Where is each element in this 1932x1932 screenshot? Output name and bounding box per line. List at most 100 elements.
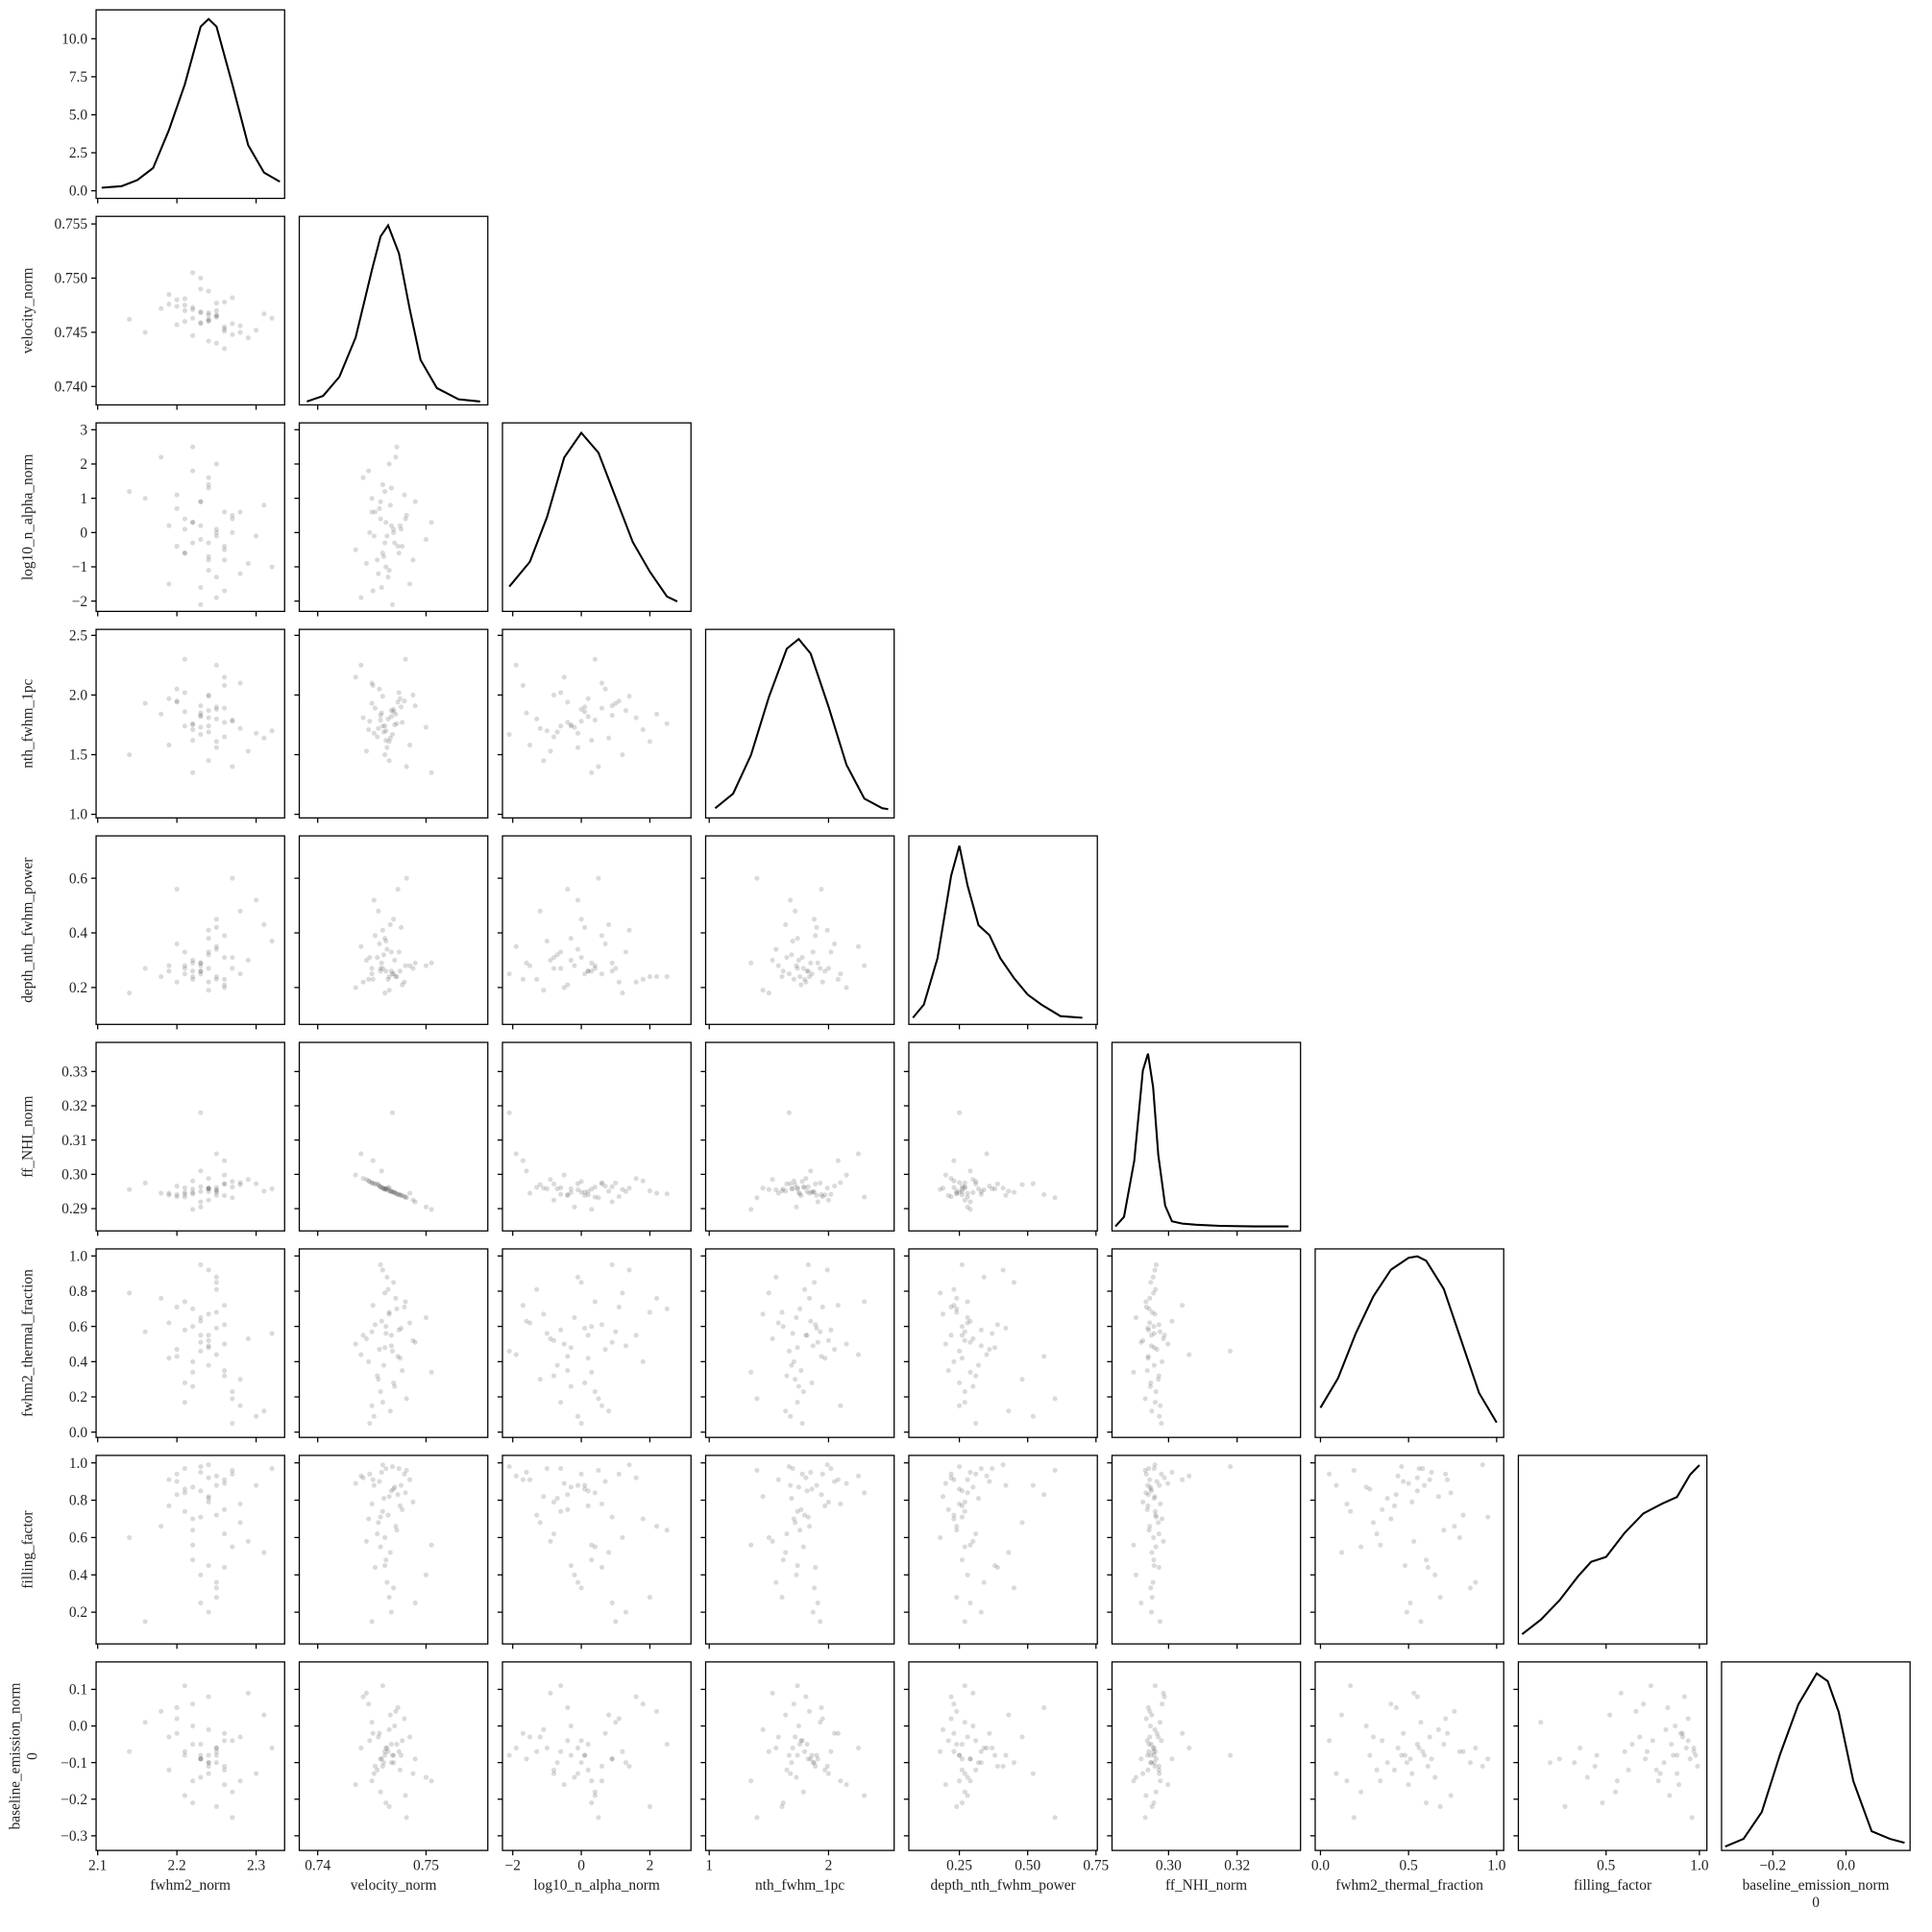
sample-point bbox=[565, 1492, 571, 1498]
sample-point bbox=[1156, 1373, 1162, 1379]
sample-point bbox=[558, 966, 564, 971]
diagonal-panel bbox=[1314, 1248, 1504, 1443]
sample-point bbox=[862, 1490, 868, 1496]
sample-point bbox=[198, 1110, 204, 1115]
sample-point bbox=[1363, 1723, 1369, 1729]
sample-point bbox=[190, 973, 196, 980]
sample-point bbox=[389, 1348, 396, 1354]
scatter-panel bbox=[497, 1041, 692, 1236]
sample-point bbox=[798, 1192, 804, 1199]
sample-point bbox=[388, 1488, 394, 1494]
scatter-panel bbox=[294, 835, 489, 1030]
sample-point bbox=[748, 960, 754, 966]
sample-point bbox=[371, 533, 377, 539]
sample-point bbox=[844, 1341, 849, 1347]
sample-point bbox=[222, 588, 228, 594]
sample-point bbox=[230, 719, 235, 724]
sample-point bbox=[1158, 1778, 1163, 1784]
diagonal-panel: 0.02.55.07.510.0 bbox=[61, 9, 285, 204]
scatter-panel bbox=[294, 628, 489, 823]
sample-point bbox=[1165, 1341, 1171, 1347]
sample-point bbox=[1418, 1619, 1424, 1625]
sample-point bbox=[802, 976, 808, 982]
sample-point bbox=[159, 454, 164, 460]
sample-point bbox=[174, 1346, 180, 1353]
sample-point bbox=[222, 705, 228, 711]
sample-point bbox=[793, 1182, 798, 1187]
sample-point bbox=[1327, 1471, 1333, 1477]
sample-point bbox=[206, 1760, 211, 1766]
sample-point bbox=[412, 499, 418, 504]
sample-point bbox=[383, 1745, 389, 1750]
sample-point bbox=[166, 696, 172, 701]
sample-point bbox=[981, 1745, 987, 1750]
y-tick-label: 1.5 bbox=[69, 747, 88, 764]
sample-point bbox=[370, 1730, 376, 1736]
sample-point bbox=[371, 1771, 377, 1776]
sample-point bbox=[394, 1191, 400, 1197]
kde-curve bbox=[1319, 1255, 1498, 1424]
sample-point bbox=[166, 1767, 172, 1773]
sample-point bbox=[970, 1723, 976, 1729]
sample-point bbox=[206, 481, 211, 487]
sample-point bbox=[640, 1516, 646, 1522]
sample-point bbox=[815, 1600, 820, 1605]
sample-point bbox=[206, 288, 211, 294]
sample-point bbox=[166, 291, 172, 297]
sample-point bbox=[623, 1343, 629, 1349]
sample-point bbox=[938, 1534, 943, 1540]
sample-point bbox=[213, 924, 219, 930]
sample-point bbox=[784, 1767, 790, 1773]
sample-point bbox=[1162, 1475, 1167, 1480]
sample-point bbox=[378, 1514, 383, 1520]
sample-point bbox=[541, 1311, 547, 1317]
sample-point bbox=[380, 729, 387, 735]
sample-point bbox=[799, 955, 805, 961]
sample-point bbox=[386, 973, 392, 980]
sample-point bbox=[237, 1520, 243, 1526]
sample-point bbox=[602, 1479, 608, 1484]
sample-point bbox=[824, 1763, 830, 1770]
sample-point bbox=[568, 723, 574, 729]
sample-point bbox=[1683, 1745, 1689, 1750]
sample-point bbox=[994, 1322, 1000, 1328]
sample-point bbox=[230, 1195, 235, 1201]
sample-point bbox=[1409, 1771, 1415, 1776]
sample-point bbox=[1146, 1306, 1152, 1311]
sample-point bbox=[198, 275, 204, 281]
sample-point bbox=[1456, 1534, 1462, 1540]
sample-point bbox=[824, 1267, 830, 1273]
sample-point bbox=[1156, 1763, 1162, 1770]
sample-point bbox=[406, 1477, 413, 1482]
sample-point bbox=[395, 1191, 401, 1197]
sample-point bbox=[389, 1752, 396, 1758]
sample-point bbox=[206, 936, 211, 942]
sample-point bbox=[537, 725, 543, 731]
y-tick-label: 2.0 bbox=[69, 688, 88, 704]
sample-point bbox=[353, 1341, 358, 1347]
sample-point bbox=[269, 1186, 275, 1191]
sample-point bbox=[970, 1538, 976, 1544]
sample-point bbox=[948, 1471, 954, 1477]
sample-point bbox=[198, 1314, 204, 1321]
sample-point bbox=[790, 1465, 795, 1472]
y-axis-label: baseline_emission_norm bbox=[8, 1683, 24, 1830]
sample-point bbox=[1607, 1712, 1613, 1718]
sample-point bbox=[1572, 1760, 1577, 1766]
sample-point bbox=[565, 720, 571, 725]
sample-point bbox=[797, 1528, 803, 1533]
sample-point bbox=[182, 1752, 187, 1758]
sample-point bbox=[206, 1494, 211, 1500]
x-tick-label: 0.75 bbox=[413, 1858, 439, 1874]
sample-point bbox=[815, 1339, 820, 1345]
sample-point bbox=[775, 1477, 781, 1482]
sample-point bbox=[382, 1752, 388, 1758]
sample-point bbox=[406, 743, 413, 748]
sample-point bbox=[392, 721, 398, 728]
sample-point bbox=[578, 1189, 584, 1195]
sample-point bbox=[589, 1799, 595, 1806]
kde-curve bbox=[714, 637, 889, 811]
sample-point bbox=[423, 1774, 429, 1780]
sample-point bbox=[779, 1803, 785, 1809]
sample-point bbox=[190, 1557, 196, 1563]
